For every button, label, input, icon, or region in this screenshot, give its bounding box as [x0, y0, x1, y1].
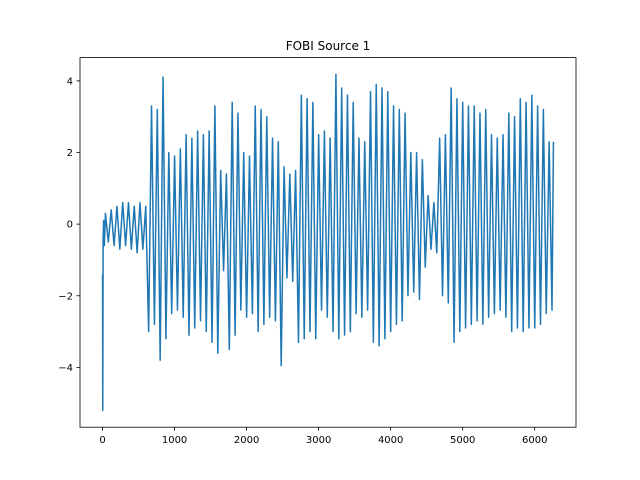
y-tick-label: −4: [58, 363, 73, 374]
x-tick-label: 4000: [378, 435, 403, 446]
x-tick-label: 6000: [522, 435, 547, 446]
x-tick-label: 3000: [306, 435, 331, 446]
y-tick-label: 2: [67, 148, 73, 159]
x-tick-label: 1000: [162, 435, 187, 446]
axes-frame: [79, 57, 577, 428]
x-tick-label: 0: [99, 435, 105, 446]
x-tick-label: 5000: [450, 435, 475, 446]
y-tick-label: 0: [67, 220, 73, 231]
y-tick-label: −2: [58, 291, 73, 302]
x-tick-label: 2000: [234, 435, 259, 446]
chart-title: FOBI Source 1: [286, 39, 371, 53]
y-tick-label: 4: [67, 76, 73, 87]
data-line: [101, 73, 555, 412]
